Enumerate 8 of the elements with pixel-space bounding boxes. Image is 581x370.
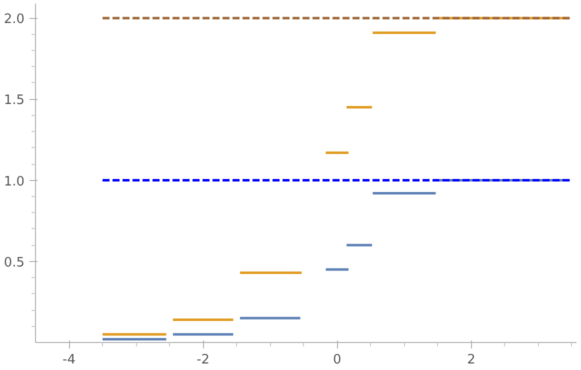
x-tick-label: -4 [62, 352, 76, 368]
x-tick-label: 0 [333, 352, 342, 368]
x-tick-label: -2 [196, 352, 210, 368]
y-tick-label: 1.0 [4, 174, 25, 190]
y-tick-label: 0.5 [4, 255, 25, 270]
y-tick-label: 1.5 [4, 93, 25, 108]
y-tick-label: 2.0 [4, 12, 25, 28]
x-tick-label: 2 [467, 352, 476, 368]
